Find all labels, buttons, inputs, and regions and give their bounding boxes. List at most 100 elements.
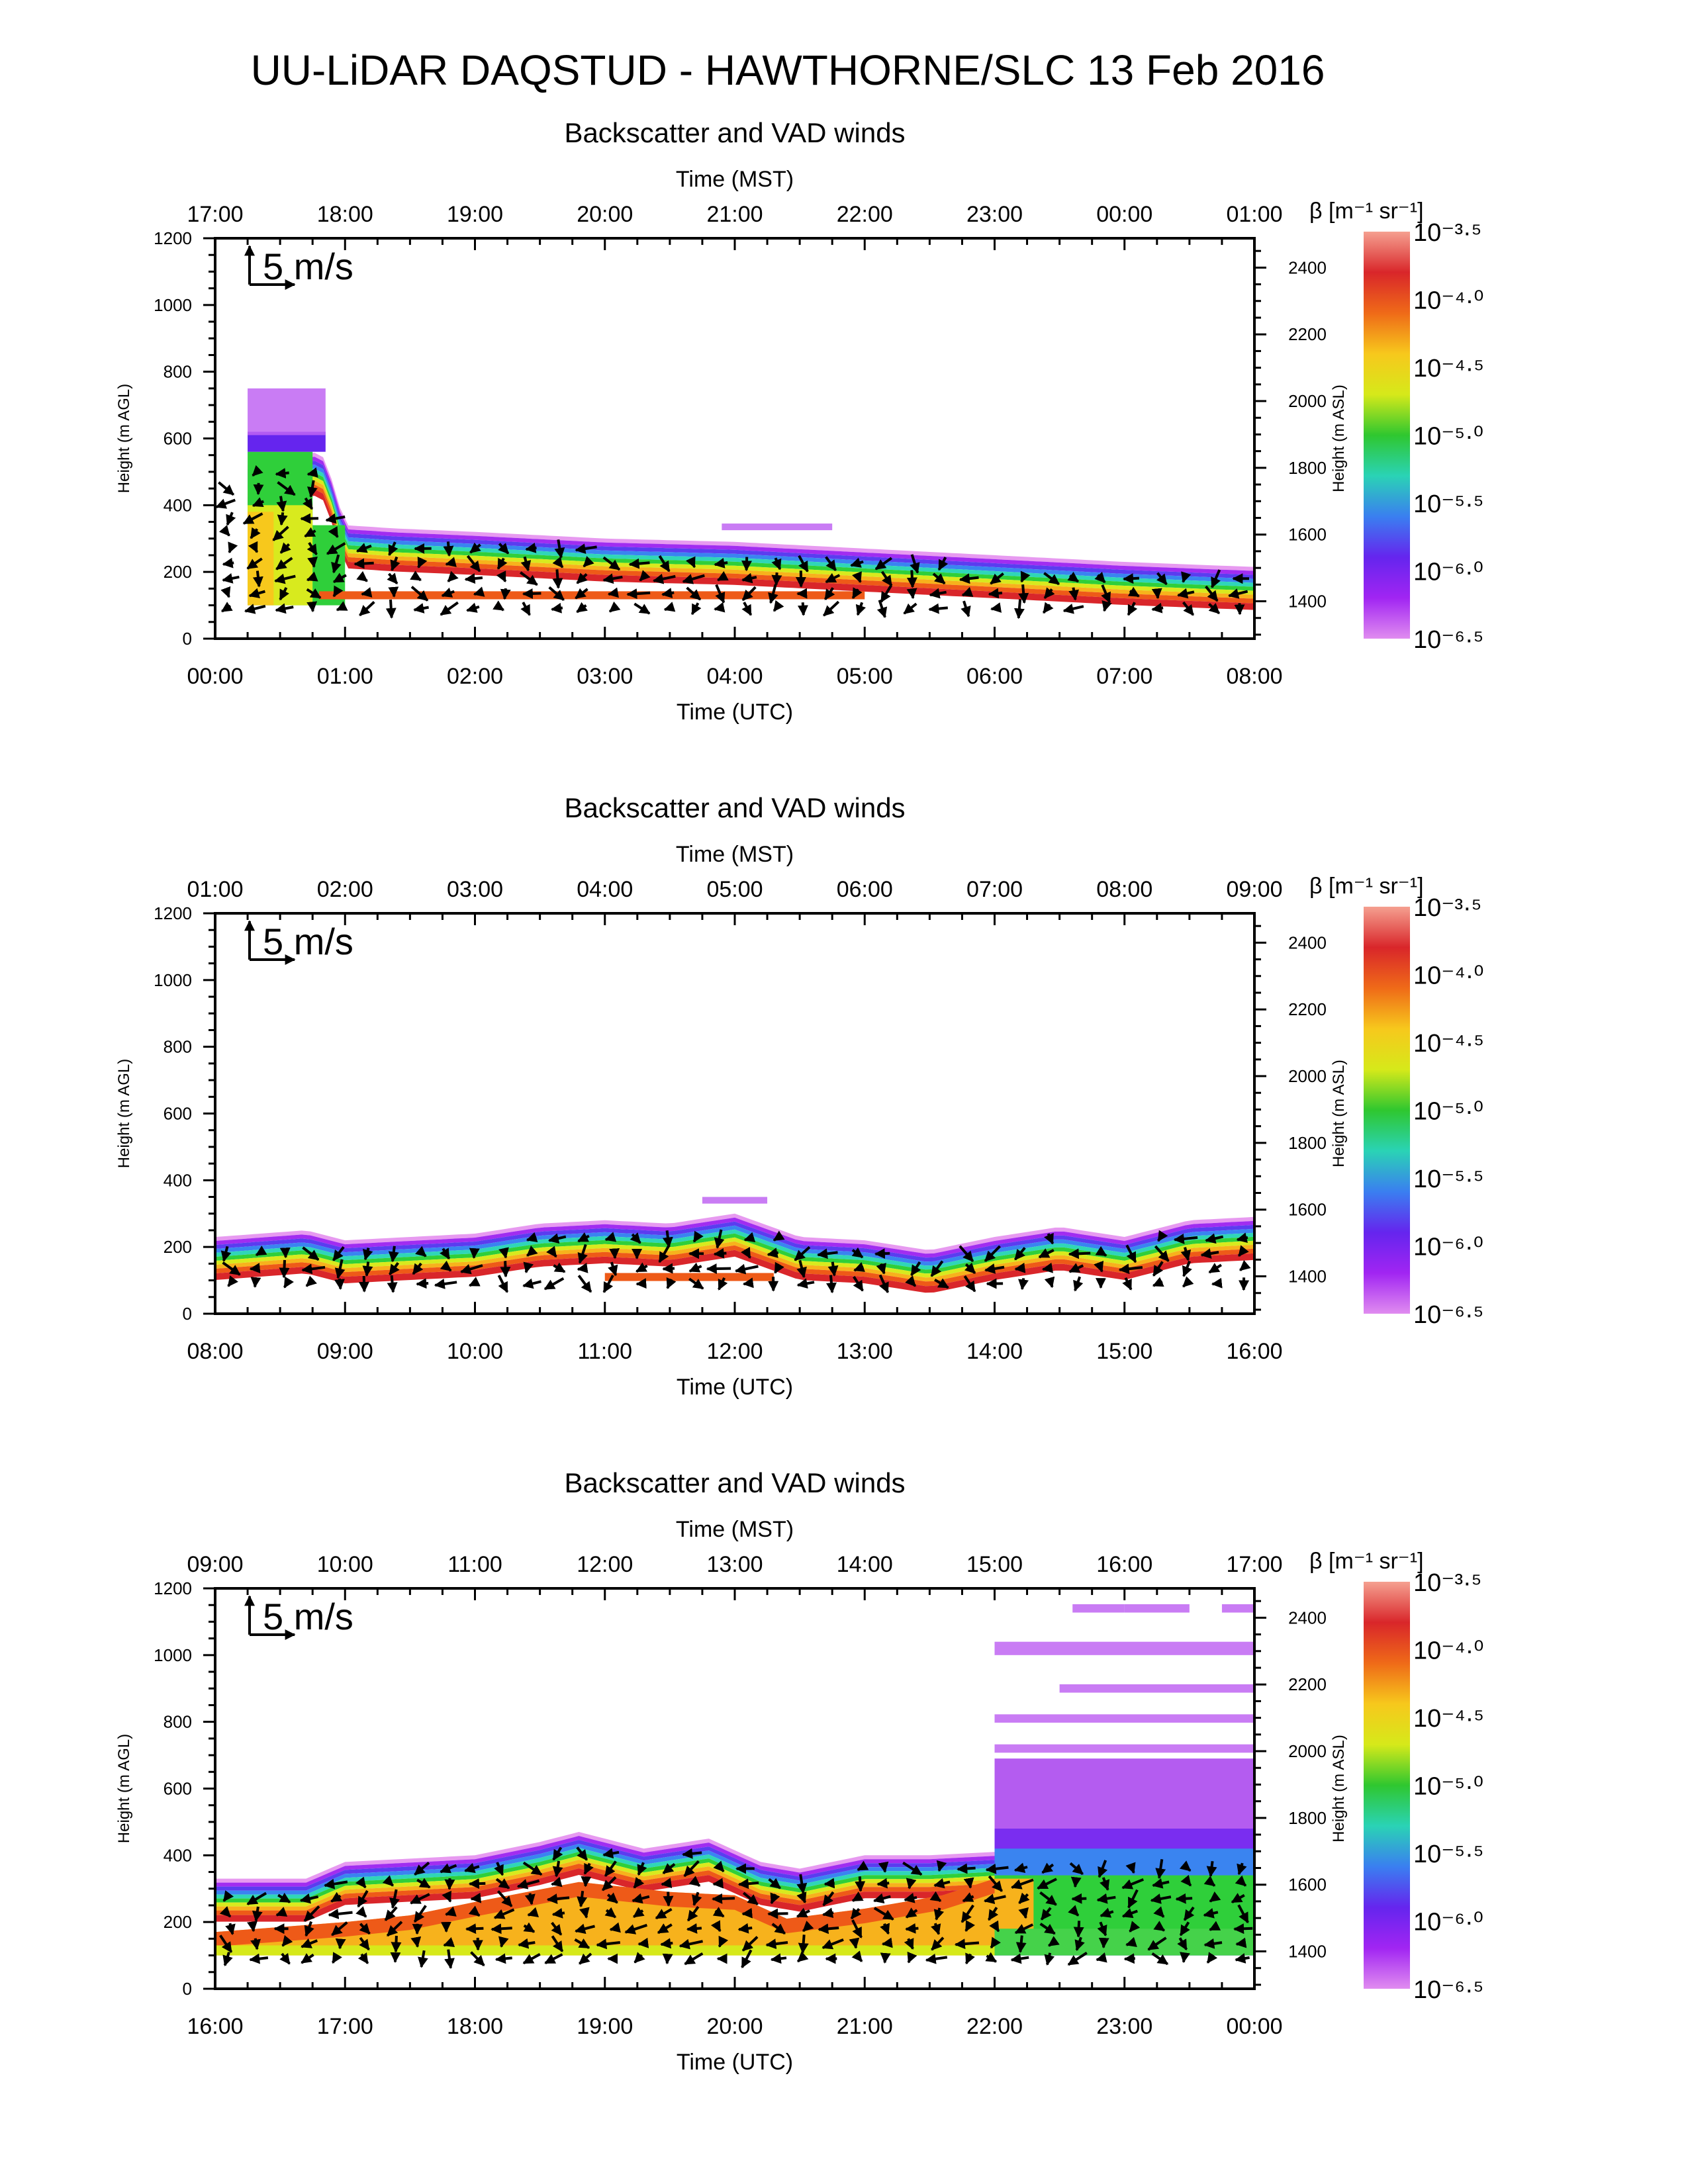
wind-vector	[765, 1938, 788, 1950]
wind-vector	[936, 1860, 947, 1872]
wind-vector	[1239, 1259, 1251, 1271]
wind-vector	[1122, 1277, 1133, 1291]
wind-vector	[583, 556, 594, 568]
y-tick-label-right: 1600	[1288, 1200, 1327, 1220]
wind-vector	[299, 1893, 319, 1904]
wind-vector	[306, 588, 322, 599]
y-tick-label-right: 2200	[1288, 1674, 1327, 1694]
wind-vector	[1180, 1247, 1192, 1261]
layer-band	[215, 1844, 995, 1895]
wind-vector	[633, 602, 651, 615]
wind-vector	[469, 542, 481, 554]
wind-vector	[771, 572, 782, 586]
wind-vector	[851, 587, 863, 600]
wind-vector	[305, 1275, 317, 1287]
wind-vector	[1039, 1923, 1056, 1935]
wind-vector	[660, 1938, 673, 1949]
wind-vector	[522, 1953, 541, 1965]
wind-vector	[713, 1248, 727, 1259]
wind-vector	[303, 497, 314, 510]
wind-vector	[358, 1275, 369, 1293]
wind-vector	[246, 1891, 267, 1905]
wind-vector	[1043, 587, 1055, 599]
wind-vector	[301, 1938, 318, 1948]
wind-vector	[391, 1935, 402, 1953]
wind-vector	[275, 557, 293, 570]
wind-vector	[825, 572, 841, 584]
wind-vector	[414, 1861, 430, 1876]
wind-vector	[1235, 1875, 1247, 1887]
wind-vector	[1097, 1921, 1107, 1936]
x-tick-label: 17:00	[317, 2014, 373, 2039]
y-tick-label-right: 1400	[1288, 1942, 1327, 1962]
top-tick-label: 13:00	[706, 1552, 763, 1577]
wind-vector	[684, 1952, 704, 1966]
wind-vector	[1235, 1937, 1247, 1948]
x-tick-label: 14:00	[966, 1339, 1023, 1364]
wind-vector	[1102, 600, 1112, 612]
y-tick-label-right: 1400	[1288, 592, 1327, 612]
wind-vector	[548, 586, 565, 602]
wind-vector	[553, 1262, 566, 1273]
wind-vector	[985, 1863, 1009, 1874]
wind-vector	[227, 1275, 238, 1287]
wind-vector	[526, 1245, 538, 1257]
top-tick-label: 06:00	[837, 877, 893, 902]
wind-vector	[279, 1247, 291, 1259]
wind-vector	[712, 1893, 735, 1904]
wind-vector	[444, 1878, 455, 1890]
wind-vector	[468, 1277, 481, 1287]
wind-vector	[633, 1952, 645, 1964]
wind-vector	[609, 1248, 620, 1259]
wind-vector	[626, 588, 651, 600]
wind-vector	[331, 1952, 342, 1964]
wind-vector	[1044, 1952, 1055, 1966]
wind-vector	[219, 1934, 233, 1953]
wind-vectors	[215, 465, 1250, 619]
wind-vector	[596, 1938, 621, 1950]
wind-vector	[983, 1893, 1006, 1905]
wind-vector	[686, 1923, 702, 1934]
wind-vector	[1018, 1892, 1030, 1904]
wind-vector	[637, 1862, 647, 1876]
wind-vector	[880, 570, 893, 587]
wind-vector	[1068, 1263, 1084, 1273]
wind-vector	[932, 572, 946, 585]
wind-vector	[632, 1893, 650, 1904]
wind-vector	[602, 573, 623, 584]
wind-vector	[304, 1921, 314, 1937]
wind-vector	[1152, 1261, 1164, 1277]
wind-vector	[606, 1892, 618, 1904]
wind-vector	[325, 513, 346, 524]
wind-vector	[796, 1259, 807, 1279]
wind-vector	[520, 556, 532, 572]
y-tick-label: 200	[164, 1912, 192, 1932]
top-tick-label: 05:00	[706, 877, 763, 902]
surface-aerosol-edge	[215, 1878, 995, 1947]
wind-vector	[853, 1275, 864, 1292]
wind-vector	[1153, 1906, 1165, 1918]
wind-vector	[575, 588, 588, 600]
top-tick-label: 08:00	[1096, 877, 1152, 902]
wind-vector	[607, 587, 619, 598]
wind-vector	[796, 1907, 810, 1918]
wind-vector	[247, 1921, 258, 1933]
wind-vector	[773, 600, 784, 612]
wind-vector	[682, 1848, 702, 1859]
colorbar-tick-label: 10⁻⁵·⁰	[1413, 423, 1483, 451]
wind-vector	[902, 1861, 923, 1876]
wind-vector	[469, 1248, 480, 1259]
wind-vector	[742, 1891, 759, 1906]
elevated-feature	[702, 1197, 768, 1204]
wind-vector	[1203, 1876, 1216, 1887]
surface-aerosol-base	[215, 1945, 995, 1956]
wind-vector	[798, 1934, 809, 1954]
wind-vector	[441, 587, 455, 598]
x-tick-label: 23:00	[1096, 2014, 1152, 2039]
wind-vector	[417, 556, 428, 569]
wind-vector	[959, 573, 979, 584]
wind-vector	[244, 604, 266, 614]
wind-vector	[682, 574, 705, 584]
y-tick-label-right: 1800	[1288, 1133, 1327, 1153]
y-axis-label-right: Height (m ASL)	[1330, 385, 1348, 492]
